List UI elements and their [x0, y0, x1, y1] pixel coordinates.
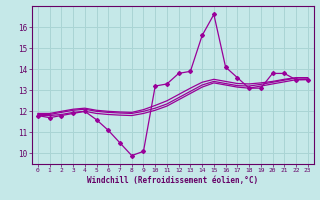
X-axis label: Windchill (Refroidissement éolien,°C): Windchill (Refroidissement éolien,°C)	[87, 176, 258, 185]
